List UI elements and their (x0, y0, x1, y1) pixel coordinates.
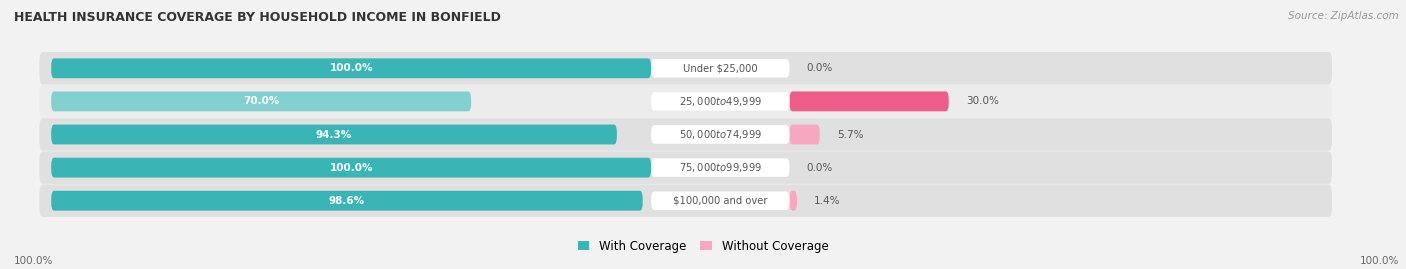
Text: $25,000 to $49,999: $25,000 to $49,999 (679, 95, 762, 108)
FancyBboxPatch shape (790, 191, 797, 211)
Text: 100.0%: 100.0% (329, 63, 373, 73)
FancyBboxPatch shape (39, 118, 1331, 151)
Text: $75,000 to $99,999: $75,000 to $99,999 (679, 161, 762, 174)
Text: 0.0%: 0.0% (807, 63, 834, 73)
Text: 100.0%: 100.0% (14, 256, 53, 266)
Text: Under $25,000: Under $25,000 (683, 63, 758, 73)
Text: 70.0%: 70.0% (243, 96, 280, 107)
FancyBboxPatch shape (651, 92, 790, 111)
FancyBboxPatch shape (51, 158, 651, 178)
Text: $50,000 to $74,999: $50,000 to $74,999 (679, 128, 762, 141)
FancyBboxPatch shape (51, 91, 471, 111)
Text: $100,000 and over: $100,000 and over (673, 196, 768, 206)
FancyBboxPatch shape (39, 52, 1331, 84)
FancyBboxPatch shape (39, 85, 1331, 118)
Text: 0.0%: 0.0% (807, 162, 834, 173)
Text: 5.7%: 5.7% (837, 129, 863, 140)
FancyBboxPatch shape (39, 185, 1331, 217)
Text: 98.6%: 98.6% (329, 196, 366, 206)
FancyBboxPatch shape (651, 59, 790, 77)
Legend: With Coverage, Without Coverage: With Coverage, Without Coverage (578, 240, 828, 253)
FancyBboxPatch shape (39, 151, 1331, 184)
Text: 30.0%: 30.0% (966, 96, 998, 107)
FancyBboxPatch shape (51, 191, 643, 211)
FancyBboxPatch shape (790, 125, 820, 144)
FancyBboxPatch shape (651, 125, 790, 144)
FancyBboxPatch shape (51, 58, 651, 78)
Text: 100.0%: 100.0% (1360, 256, 1399, 266)
FancyBboxPatch shape (651, 192, 790, 210)
FancyBboxPatch shape (51, 125, 617, 144)
Text: 94.3%: 94.3% (316, 129, 352, 140)
Text: 100.0%: 100.0% (329, 162, 373, 173)
FancyBboxPatch shape (651, 158, 790, 177)
Text: HEALTH INSURANCE COVERAGE BY HOUSEHOLD INCOME IN BONFIELD: HEALTH INSURANCE COVERAGE BY HOUSEHOLD I… (14, 11, 501, 24)
Text: Source: ZipAtlas.com: Source: ZipAtlas.com (1288, 11, 1399, 21)
FancyBboxPatch shape (790, 91, 949, 111)
Text: 1.4%: 1.4% (814, 196, 841, 206)
